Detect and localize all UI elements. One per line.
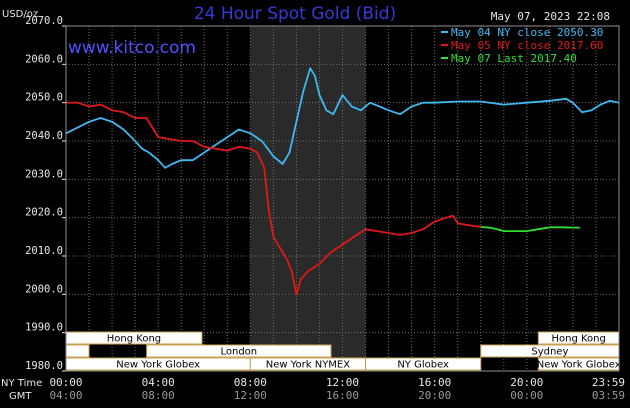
x-tick-label-ny: 20:00 bbox=[510, 376, 543, 389]
x-tick-label-ny: 23:59 bbox=[592, 376, 625, 389]
legend-entry: May 04 NY close 2050.30 bbox=[451, 26, 603, 39]
axes: 2070.0 2060.0 2050.0 2040.0 2030.0 2020.0 2010… bbox=[1, 15, 625, 402]
session-bar bbox=[146, 344, 332, 358]
series-layer bbox=[65, 67, 620, 296]
y-tick-label: 1990.0 bbox=[25, 322, 63, 334]
nymex-session-shade bbox=[250, 26, 366, 371]
session-label: NY Globex bbox=[397, 360, 449, 371]
timestamp: May 07, 2023 22:08 bbox=[491, 10, 610, 23]
session-label: Hong Kong bbox=[107, 334, 161, 345]
session-bar bbox=[365, 357, 482, 371]
x-tick-label-ny: 08:00 bbox=[234, 376, 267, 389]
y-tick-label: 2000.0 bbox=[25, 283, 63, 295]
session-label: Sydney bbox=[531, 347, 568, 358]
y-tick-label: 2060.0 bbox=[25, 53, 63, 65]
plot-area bbox=[65, 25, 620, 372]
legend-entry: May 07 Last 2017.40 bbox=[451, 52, 577, 65]
session-label: New York NYMEX bbox=[266, 360, 351, 371]
x-axis-name-gmt: GMT bbox=[9, 391, 32, 402]
x-tick-label-gmt: 20:00 bbox=[418, 389, 451, 402]
x-tick-label-gmt: 16:00 bbox=[326, 389, 359, 402]
session-label: New York Globex bbox=[537, 360, 621, 371]
y-tick-label: 2030.0 bbox=[25, 168, 63, 180]
x-tick-label-gmt: 12:00 bbox=[234, 389, 267, 402]
x-tick-label-ny: 16:00 bbox=[418, 376, 451, 389]
x-tick-label-ny: 12:00 bbox=[326, 376, 359, 389]
x-tick-label-gmt: 00:00 bbox=[510, 389, 543, 402]
x-axis-name-ny: NY Time bbox=[1, 378, 42, 389]
y-tick-label: 2050.0 bbox=[25, 92, 63, 104]
session-label: New York Globex bbox=[116, 360, 200, 371]
x-tick-label-gmt: 04:00 bbox=[49, 389, 82, 402]
y-tick-label: 2010.0 bbox=[25, 245, 63, 257]
y-tick-label: 1980.0 bbox=[25, 360, 63, 372]
session-bar bbox=[65, 344, 90, 358]
legend-entry: May 05 NY close 2017.60 bbox=[451, 39, 603, 52]
y-unit-label: USD/oz bbox=[2, 9, 38, 20]
series-line-0 bbox=[65, 67, 620, 169]
series-line-2 bbox=[480, 226, 580, 232]
y-tick-label: 2040.0 bbox=[25, 130, 63, 142]
x-tick-label-ny: 04:00 bbox=[142, 376, 175, 389]
x-tick-label-gmt: 03:59 bbox=[592, 389, 625, 402]
site-watermark: www.kitco.com bbox=[68, 38, 196, 58]
session-label: Hong Kong bbox=[551, 334, 605, 345]
series-line-1 bbox=[66, 101, 481, 296]
chart-title: 24 Hour Spot Gold (Bid) bbox=[194, 4, 396, 24]
x-tick-label-gmt: 08:00 bbox=[142, 389, 175, 402]
session-label: London bbox=[220, 347, 257, 358]
plot-border bbox=[65, 25, 620, 372]
y-tick-label: 2020.0 bbox=[25, 207, 63, 219]
y-tick-label: 2070.0 bbox=[25, 15, 63, 27]
x-tick-label-ny: 00:00 bbox=[49, 376, 82, 389]
